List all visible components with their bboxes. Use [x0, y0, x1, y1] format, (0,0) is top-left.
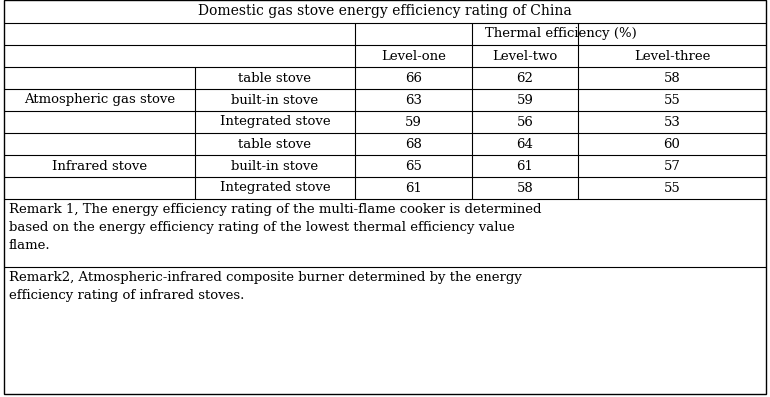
Text: 55: 55 — [664, 181, 681, 195]
Text: 62: 62 — [517, 71, 534, 85]
Text: Domestic gas stove energy efficiency rating of China: Domestic gas stove energy efficiency rat… — [198, 4, 572, 19]
Text: Integrated stove: Integrated stove — [219, 116, 330, 129]
Text: built-in stove: built-in stove — [232, 160, 319, 173]
Text: 61: 61 — [405, 181, 422, 195]
Text: Level-three: Level-three — [634, 50, 710, 62]
Text: 68: 68 — [405, 137, 422, 150]
Text: 59: 59 — [405, 116, 422, 129]
Text: Integrated stove: Integrated stove — [219, 181, 330, 195]
Text: 55: 55 — [664, 94, 681, 106]
Text: 53: 53 — [664, 116, 681, 129]
Text: 60: 60 — [664, 137, 681, 150]
Text: 57: 57 — [664, 160, 681, 173]
Text: table stove: table stove — [239, 71, 312, 85]
Text: 58: 58 — [517, 181, 534, 195]
Text: Level-two: Level-two — [492, 50, 557, 62]
Text: Remark2, Atmospheric-infrared composite burner determined by the energy
efficien: Remark2, Atmospheric-infrared composite … — [9, 271, 522, 302]
Text: 63: 63 — [405, 94, 422, 106]
Text: Level-one: Level-one — [381, 50, 446, 62]
Text: Infrared stove: Infrared stove — [52, 160, 147, 173]
Text: Thermal efficiency (%): Thermal efficiency (%) — [484, 27, 636, 40]
Text: 64: 64 — [517, 137, 534, 150]
Text: table stove: table stove — [239, 137, 312, 150]
Text: 61: 61 — [517, 160, 534, 173]
Text: 58: 58 — [664, 71, 681, 85]
Text: Remark 1, The energy efficiency rating of the multi-flame cooker is determined
b: Remark 1, The energy efficiency rating o… — [9, 203, 541, 252]
Text: built-in stove: built-in stove — [232, 94, 319, 106]
Text: 59: 59 — [517, 94, 534, 106]
Text: Atmospheric gas stove: Atmospheric gas stove — [24, 94, 175, 106]
Text: 56: 56 — [517, 116, 534, 129]
Text: 65: 65 — [405, 160, 422, 173]
Text: 66: 66 — [405, 71, 422, 85]
